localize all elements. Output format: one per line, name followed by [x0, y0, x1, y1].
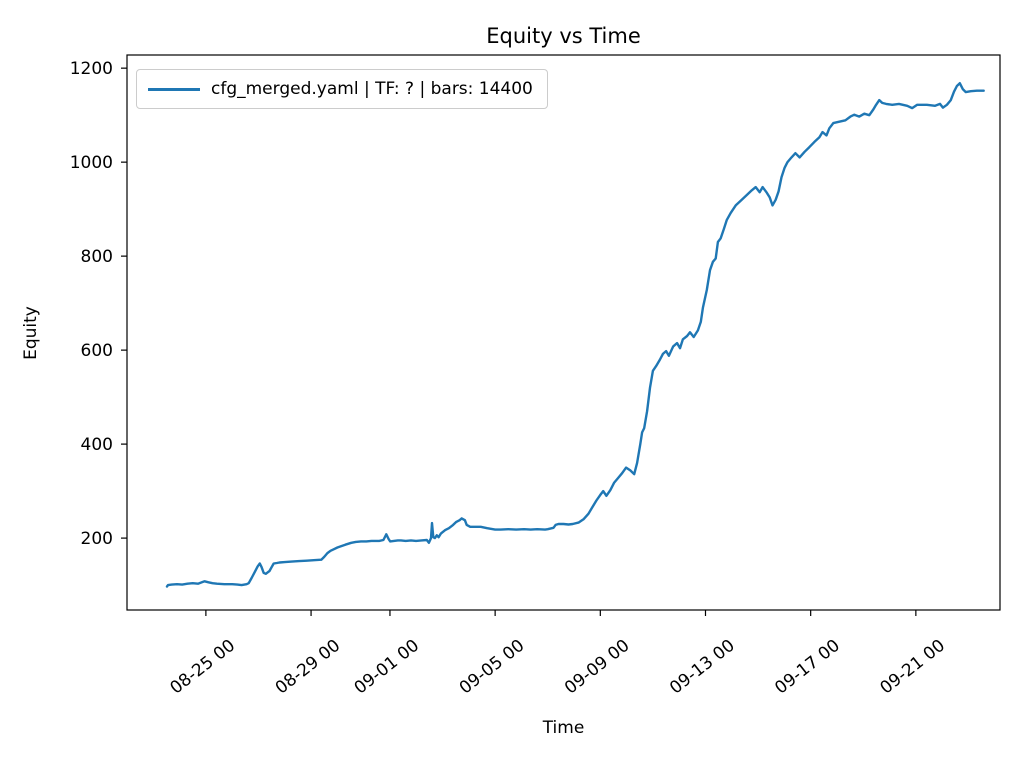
x-axis-title: Time [542, 718, 585, 738]
y-tick-label: 600 [81, 341, 113, 361]
chart-title: Equity vs Time [486, 24, 641, 48]
equity-line [165, 82, 985, 588]
x-tick-label: 08-25 00 [167, 636, 240, 699]
legend-line-sample [148, 87, 200, 91]
x-tick-label: 09-01 00 [351, 636, 424, 699]
tick-marks [121, 67, 917, 616]
y-axis-title: Equity [21, 306, 41, 360]
legend-label: cfg_merged.yaml | TF: ? | bars: 14400 [211, 79, 533, 99]
y-tick-label: 1000 [70, 153, 113, 173]
x-tick-label: 09-21 00 [877, 636, 950, 699]
y-tick-label: 400 [81, 435, 113, 455]
y-tick-label: 200 [81, 529, 113, 549]
tick-labels: 08-25 00 08-29 00 09-01 00 09-05 00 09-09 00… [70, 59, 949, 698]
x-tick-label: 09-09 00 [561, 636, 634, 699]
legend: cfg_merged.yaml | TF: ? | bars: 14400 [136, 69, 548, 109]
x-tick-label: 09-13 00 [666, 636, 739, 699]
y-tick-label: 1200 [70, 59, 113, 79]
x-tick-label: 08-29 00 [272, 636, 345, 699]
y-tick-label: 800 [81, 247, 113, 267]
x-tick-label: 09-17 00 [771, 636, 844, 699]
x-tick-label: 09-05 00 [456, 636, 529, 699]
axes-frame [126, 54, 1001, 611]
